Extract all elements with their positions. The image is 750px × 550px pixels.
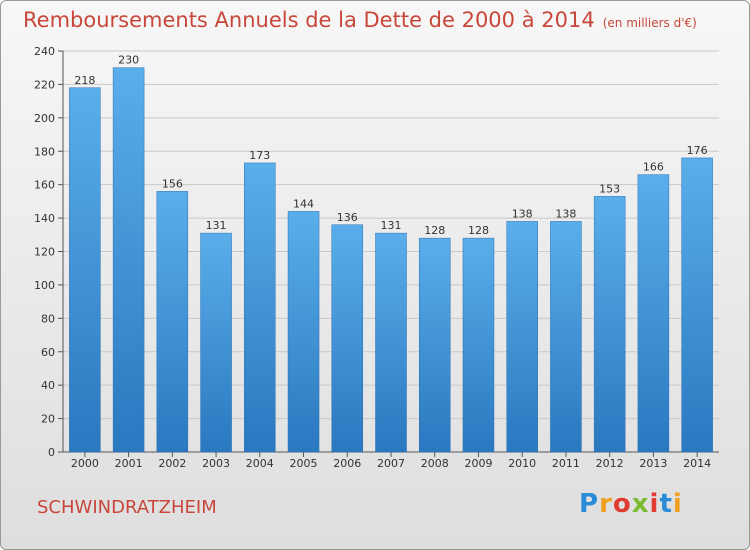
bar	[550, 221, 582, 453]
bar	[637, 174, 670, 453]
value-label: 131	[381, 219, 402, 232]
logo-letter: o	[612, 489, 632, 519]
y-tick-label: 20	[41, 413, 55, 426]
logo-letter: i	[672, 489, 683, 519]
y-tick-label: 0	[48, 446, 55, 459]
bar	[200, 232, 232, 453]
labels: 218 230 156 131 173 144 136 131 128 128 138 138 153 1…	[74, 54, 707, 237]
x-tick-label: 2006	[333, 457, 361, 470]
x-tick-label: 2008	[421, 457, 449, 470]
x-tick-label: 2005	[290, 457, 318, 470]
chart-title-text: Remboursements Annuels de la Dette de 20…	[23, 8, 595, 32]
value-label: 131	[206, 219, 227, 232]
value-label: 144	[293, 197, 314, 210]
chart-title: Remboursements Annuels de la Dette de 20…	[23, 8, 697, 32]
x-tick-label: 2011	[552, 457, 580, 470]
value-label: 230	[118, 54, 139, 67]
value-label: 166	[643, 161, 664, 174]
value-label: 128	[468, 224, 489, 237]
y-tick-label: 120	[34, 246, 55, 259]
y-tick-label: 140	[34, 212, 55, 225]
x-tick-label: 2009	[464, 457, 492, 470]
y-tick-label: 80	[41, 312, 55, 325]
logo-letter: P	[579, 489, 600, 519]
value-label: 138	[512, 207, 533, 220]
value-label: 136	[337, 211, 358, 224]
y-tick-label: 220	[34, 78, 55, 91]
x-tick-label: 2013	[639, 457, 667, 470]
logo-letter: x	[631, 489, 650, 519]
x-tick-label: 2001	[115, 457, 143, 470]
commune-name: SCHWINDRATZHEIM	[37, 497, 217, 518]
y-tick-label: 200	[34, 112, 55, 125]
x-tick-label: 2012	[596, 457, 624, 470]
logo-letter: i	[649, 489, 660, 519]
logo-letter: t	[659, 489, 673, 519]
bar	[156, 191, 189, 453]
bar	[112, 67, 145, 453]
value-label: 128	[424, 224, 445, 237]
bar	[593, 196, 626, 453]
bar	[69, 87, 101, 453]
x-tick-label: 2010	[508, 457, 536, 470]
x-tick-label: 2004	[246, 457, 274, 470]
proxiti-logo: Proxiti	[579, 489, 683, 519]
bar	[331, 224, 364, 453]
x-tick-label: 2000	[71, 457, 99, 470]
bar	[462, 237, 495, 453]
y-tick-label: 160	[34, 179, 55, 192]
x-tick-label: 2003	[202, 457, 230, 470]
value-label: 153	[599, 182, 620, 195]
value-label: 138	[555, 207, 576, 220]
bar	[375, 232, 407, 453]
bars	[69, 67, 713, 453]
bar	[244, 162, 276, 453]
value-label: 156	[162, 177, 183, 190]
x-tick-label: 2002	[158, 457, 186, 470]
bar	[506, 221, 538, 453]
y-tick-label: 180	[34, 145, 55, 158]
y-tick-label: 240	[34, 45, 55, 58]
x-tick-label: 2014	[683, 457, 711, 470]
x-tick-label: 2007	[377, 457, 405, 470]
y-tick-label: 100	[34, 279, 55, 292]
bar	[418, 237, 451, 453]
value-label: 176	[687, 144, 708, 157]
bar	[681, 157, 713, 453]
logo-letter: r	[599, 489, 613, 519]
axes: 0 20 40 60 80 100 120 140 160 180 200 220 240 2000 200…	[34, 45, 719, 470]
value-label: 173	[249, 149, 270, 162]
y-tick-label: 60	[41, 346, 55, 359]
chart-subtitle: (en milliers d'€)	[602, 16, 697, 30]
bar	[287, 211, 320, 453]
y-tick-label: 40	[41, 379, 55, 392]
value-label: 218	[74, 74, 95, 87]
